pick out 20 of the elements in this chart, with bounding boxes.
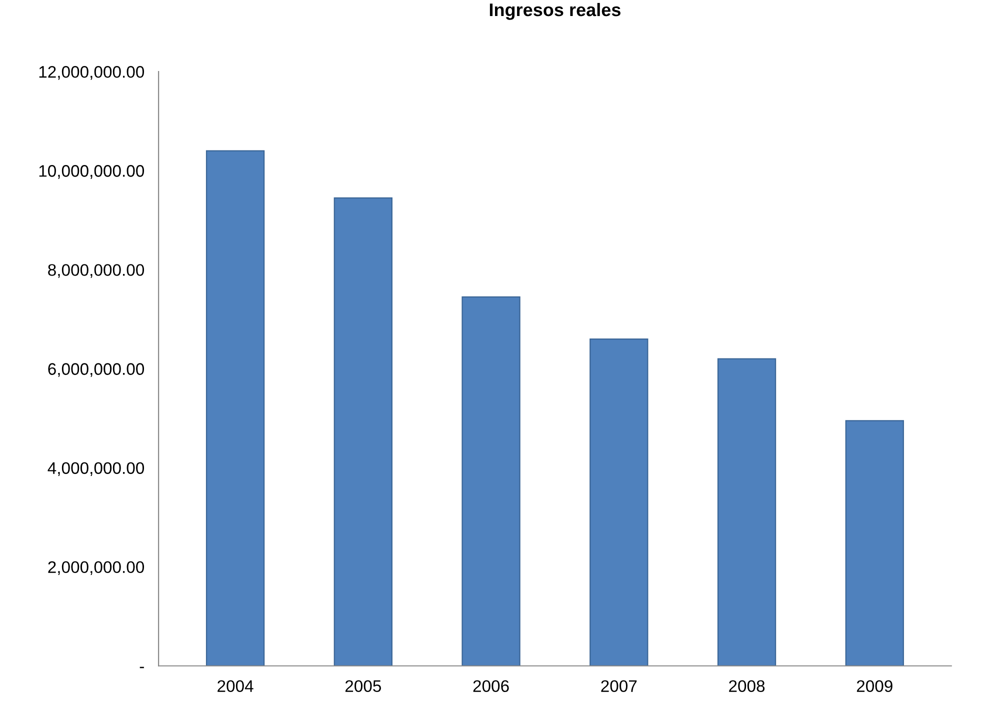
x-tick-label: 2005 (345, 680, 381, 692)
y-tick-label: 8,000,000.00 (48, 264, 144, 278)
x-tick-label: 2004 (218, 680, 254, 692)
y-tick-label: 6,000,000.00 (48, 363, 144, 377)
y-tick-label: - (140, 666, 144, 668)
bar (462, 296, 520, 666)
bar (717, 358, 776, 666)
chart-title: Ingresos reales (490, 2, 620, 20)
y-tick-label: 2,000,000.00 (48, 561, 144, 576)
x-tick-label: 2009 (856, 680, 892, 692)
y-tick-label: 4,000,000.00 (48, 462, 144, 476)
x-tick-label: 2008 (729, 680, 765, 692)
bar (590, 338, 648, 666)
x-tick-label: 2006 (473, 680, 509, 692)
y-tick-label: 12,000,000.00 (39, 66, 144, 80)
bar (845, 420, 904, 666)
bar (334, 197, 392, 666)
y-tick-label: 10,000,000.00 (39, 165, 144, 179)
x-tick-label: 2007 (601, 680, 637, 692)
bar (206, 150, 265, 666)
